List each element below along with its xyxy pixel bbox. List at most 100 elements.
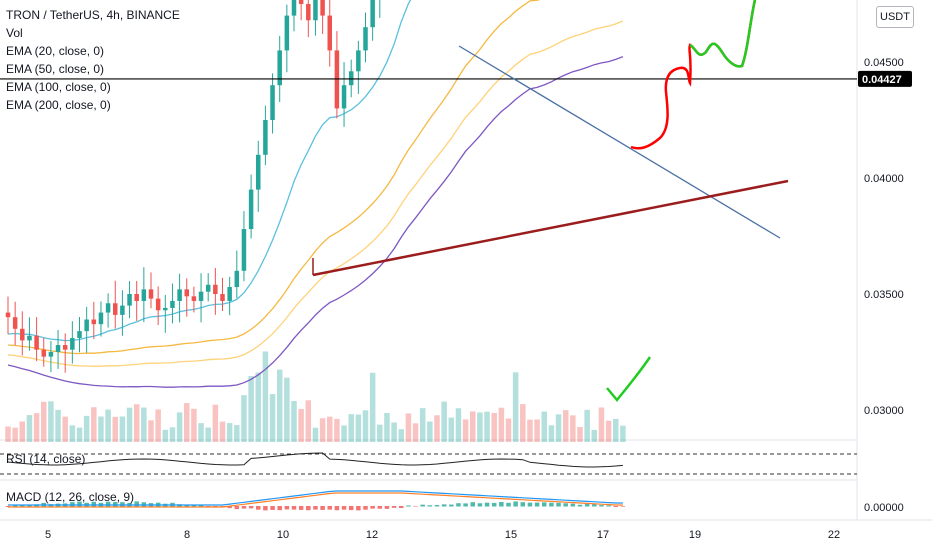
candle-body: [105, 303, 111, 313]
macd-bar: [198, 504, 204, 507]
macd-bar: [70, 502, 75, 507]
ema100-label: EMA (100, close, 0): [6, 80, 111, 94]
time-axis-label: 5: [45, 529, 51, 541]
candle-body: [55, 345, 61, 352]
volume-bar: [155, 409, 161, 442]
macd-bar: [134, 501, 139, 507]
candle-body: [348, 71, 354, 86]
volume-bar: [419, 408, 426, 442]
volume-bars: [5, 351, 626, 442]
candle-body: [370, 0, 375, 28]
volume-bar: [91, 407, 97, 442]
volume-bar: [548, 425, 555, 442]
volume-bar: [441, 401, 447, 442]
macd-bar: [12, 504, 18, 507]
volume-bar: [226, 423, 233, 442]
volume-bar: [613, 418, 619, 442]
macd-bar: [463, 503, 468, 507]
macd-bar: [291, 506, 297, 510]
candle-body: [248, 189, 254, 230]
volume-bar: [520, 404, 526, 442]
volume-bar: [284, 377, 290, 442]
volume-bar: [470, 411, 476, 442]
volume-bar: [148, 420, 154, 442]
volume-bar: [448, 417, 455, 442]
candle-body: [41, 349, 46, 357]
candle-body: [120, 305, 125, 315]
macd-bar: [527, 502, 533, 507]
volume-bar: [119, 416, 126, 442]
candle-body: [256, 154, 261, 190]
volume-bar: [362, 410, 369, 442]
candle-body: [77, 331, 82, 339]
macd-bar: [491, 502, 497, 507]
macd-bar: [499, 502, 504, 507]
volume-bar: [462, 419, 469, 442]
macd-bar: [613, 506, 618, 507]
macd-bar: [391, 506, 397, 508]
macd-bar: [427, 505, 433, 507]
candle-body: [291, 0, 297, 16]
descending-trendline: [458, 45, 781, 239]
candle-body: [284, 15, 290, 51]
volume-bar: [133, 404, 140, 442]
candle-body: [155, 298, 161, 311]
time-axis-label: 12: [366, 529, 378, 541]
time-axis-label: 15: [505, 529, 517, 541]
volume-bar: [48, 401, 54, 442]
macd-bar: [284, 506, 290, 510]
symbol-title: TRON / TetherUS, 4h, BINANCE: [6, 8, 180, 22]
volume-bar: [141, 407, 147, 442]
price-axis-label: 0.04500: [864, 57, 904, 69]
volume-bar: [126, 407, 133, 442]
volume-bar: [512, 372, 519, 442]
time-axis-label: 22: [828, 529, 840, 541]
volume-bar: [41, 401, 47, 442]
volume-bar: [26, 415, 33, 442]
candle-body: [327, 15, 332, 51]
macd-bar: [363, 506, 368, 510]
candle-body: [277, 50, 282, 86]
volume-bar: [384, 412, 390, 442]
volume-bar: [298, 408, 304, 442]
volume-bar: [427, 421, 433, 442]
currency-button[interactable]: USDT: [876, 6, 914, 28]
candle-body: [220, 294, 225, 301]
macd-bar: [327, 506, 332, 510]
projection-green-tail: [689, 0, 757, 68]
volume-bar: [33, 413, 40, 442]
volume-bar: [527, 419, 533, 442]
volume-bar: [620, 425, 626, 442]
volume-bar: [69, 425, 76, 442]
ema50-line: [7, 0, 541, 355]
volume-bar: [398, 429, 404, 442]
volume-bar: [562, 410, 569, 442]
candle-body: [148, 289, 154, 299]
macd-bar: [506, 502, 511, 507]
volume-bar: [369, 372, 376, 442]
candle-body: [184, 289, 189, 297]
macd-bar: [449, 504, 454, 507]
rsi-line: [7, 452, 623, 468]
macd-bar: [313, 506, 318, 510]
ema200-label: EMA (200, close, 0): [6, 98, 111, 112]
svg-text:0.04427: 0.04427: [862, 74, 902, 86]
candle-body: [213, 284, 218, 294]
volume-bar: [584, 409, 590, 442]
volume-bar: [98, 416, 104, 442]
candles: [5, 0, 381, 373]
candle-body: [241, 229, 247, 271]
price-axis-label: 0.04000: [864, 173, 904, 185]
volume-bar: [241, 395, 247, 442]
candle-body: [313, 0, 318, 21]
volume-bar: [570, 415, 576, 442]
volume-bar: [212, 404, 219, 442]
candle-body: [70, 338, 75, 350]
volume-bar: [169, 427, 176, 442]
macd-bar: [584, 503, 590, 507]
macd-axis-label: 0.00000: [864, 502, 904, 514]
macd-bar: [456, 503, 461, 507]
candle-body: [298, 0, 304, 4]
candle-body: [177, 289, 182, 301]
